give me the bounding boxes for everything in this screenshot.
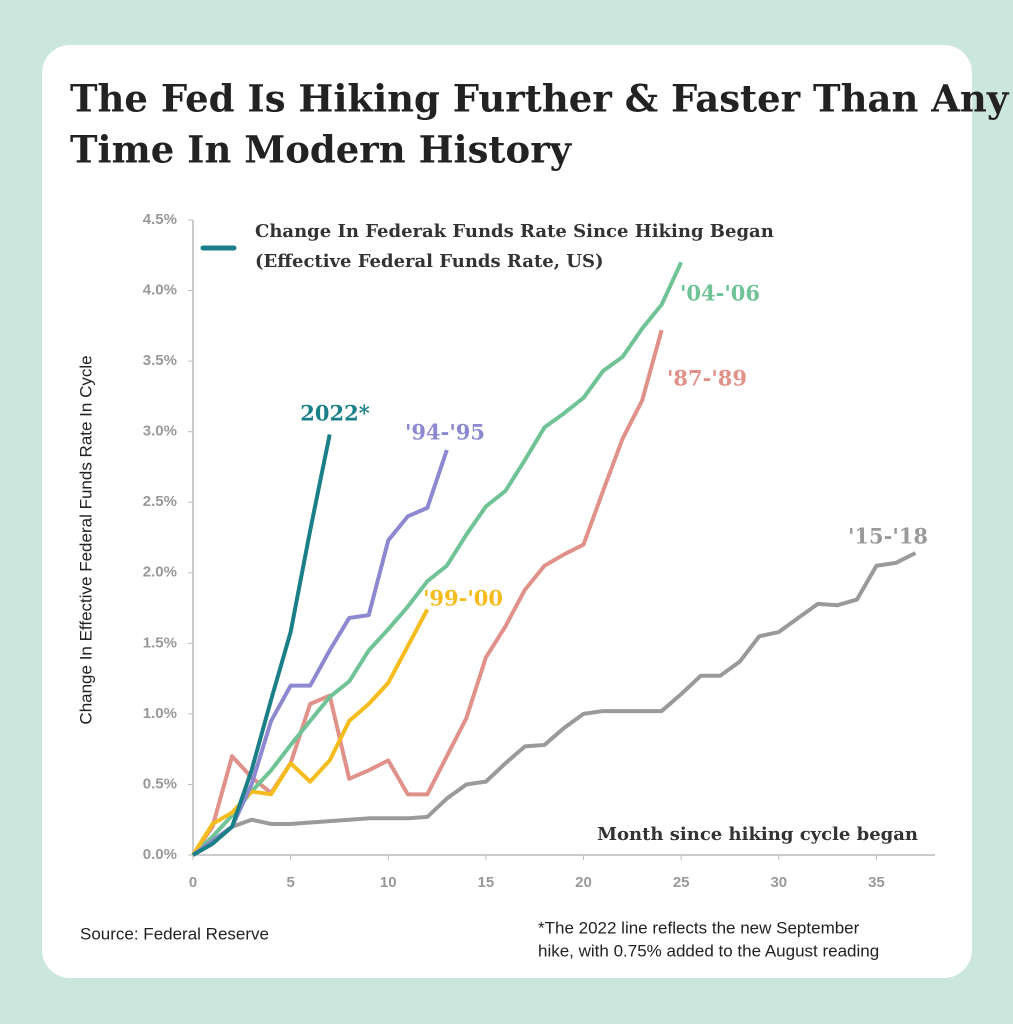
x-tick-label: 20 [575,874,592,891]
x-tick-label: 15 [478,874,495,891]
source: Source: Federal Reserve [80,924,269,943]
card [42,45,972,978]
x-tick-label: 25 [673,874,690,891]
footnote: *The 2022 line reflects the new Septembe… [538,918,860,937]
y-tick-label: 0.0% [143,846,177,863]
y-tick-label: 2.0% [143,564,177,581]
y-tick-label: 4.5% [143,211,177,228]
series-line [191,434,332,857]
y-tick-label: 1.0% [143,705,177,722]
x-tick-label: 5 [286,874,294,891]
chart-title: Time In Modern History [70,128,573,172]
y-tick-label: 3.0% [143,423,177,440]
series-line [191,551,917,857]
x-tick-label: 10 [380,874,397,891]
series-label: '99-'00 [423,586,503,611]
y-tick-label: 4.0% [143,282,177,299]
series-line [191,261,683,857]
y-tick-label: 0.5% [143,775,177,792]
series-line [191,608,430,857]
series-label: '87-'89 [667,366,747,391]
x-tick-label: 35 [868,874,885,891]
series-label: '04-'06 [680,281,760,306]
y-axis-label: Change In Effective Federal Funds Rate I… [76,355,95,724]
x-tick-label: 0 [189,874,197,891]
y-tick-label: 2.5% [143,493,177,510]
series-label: 2022* [300,401,369,426]
footnote: hike, with 0.75% added to the August rea… [538,941,879,960]
series-label: '15-'18 [848,524,928,549]
legend-text: (Effective Federal Funds Rate, US) [255,251,603,272]
x-tick-label: 30 [770,874,787,891]
series-label: '94-'95 [405,420,485,445]
x-axis-label: Month since hiking cycle began [597,824,918,845]
chart-title: The Fed Is Hiking Further & Faster Than … [70,77,1010,121]
y-tick-label: 1.5% [143,634,177,651]
y-tick-label: 3.5% [143,352,177,369]
legend-text: Change In Federak Funds Rate Since Hikin… [255,221,774,242]
